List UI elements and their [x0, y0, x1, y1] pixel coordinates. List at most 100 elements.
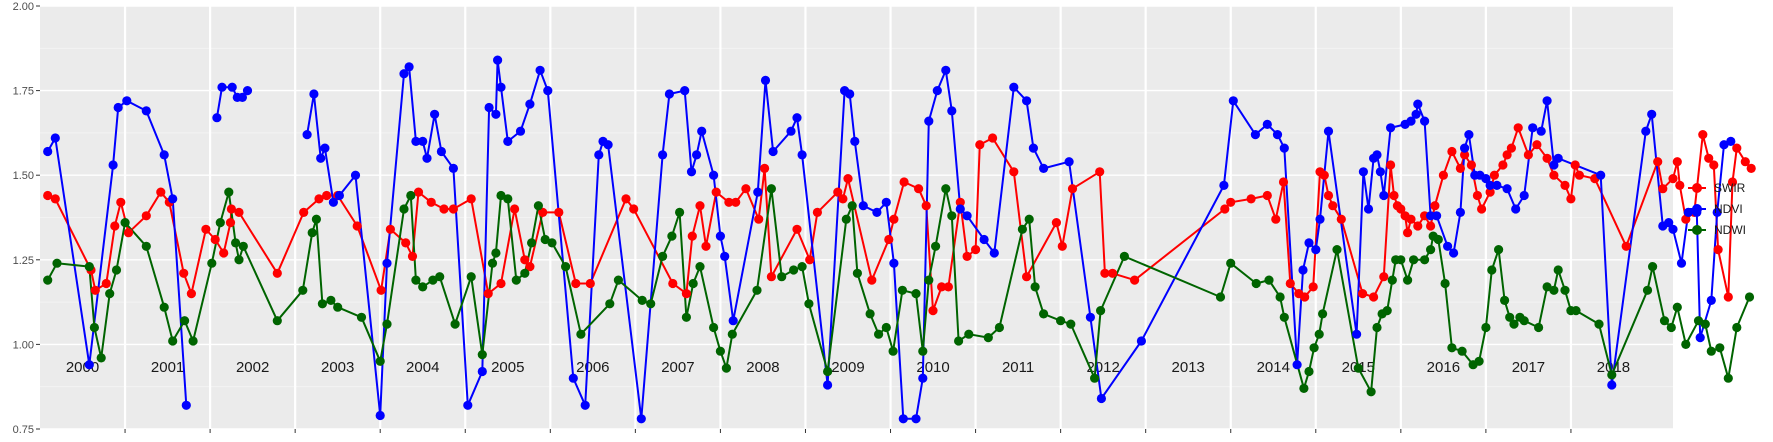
data-point — [108, 160, 118, 170]
data-point — [899, 177, 909, 187]
year-label: 2016 — [1427, 359, 1460, 376]
data-point — [1311, 245, 1321, 255]
data-point — [989, 248, 999, 258]
data-point — [141, 241, 151, 251]
data-point — [962, 251, 972, 261]
data-point — [1642, 285, 1653, 295]
data-point — [483, 289, 493, 299]
year-label: 2003 — [321, 359, 354, 376]
year-label: 2010 — [916, 359, 949, 376]
data-point — [754, 214, 764, 224]
data-point — [1607, 380, 1617, 390]
data-point — [1607, 370, 1617, 380]
data-point — [928, 306, 938, 316]
data-point — [760, 163, 770, 173]
data-point — [1502, 184, 1512, 194]
data-point — [520, 255, 530, 265]
data-point — [159, 150, 169, 160]
data-point — [983, 333, 993, 343]
data-point — [1715, 343, 1725, 353]
data-point — [1723, 292, 1733, 302]
data-point — [850, 136, 860, 146]
data-point — [207, 258, 217, 268]
data-point — [428, 275, 438, 285]
data-point — [1560, 180, 1570, 190]
data-point — [1740, 157, 1750, 167]
data-point — [988, 133, 998, 143]
data-point — [1553, 265, 1563, 275]
data-point — [272, 268, 282, 278]
data-point — [1509, 319, 1519, 329]
data-point — [101, 278, 111, 289]
data-point — [1372, 150, 1382, 160]
data-point — [1413, 221, 1423, 231]
data-point — [298, 285, 308, 295]
data-point — [1511, 204, 1521, 214]
data-point — [1732, 322, 1742, 333]
data-point — [1309, 343, 1319, 353]
data-point — [1314, 329, 1324, 339]
data-point — [1022, 96, 1032, 106]
data-point — [1403, 228, 1413, 238]
data-point — [1369, 292, 1379, 302]
data-point — [1285, 278, 1295, 289]
data-point — [299, 207, 309, 217]
data-point — [333, 302, 343, 312]
data-point — [1494, 245, 1504, 255]
data-point — [237, 92, 247, 102]
data-point — [326, 295, 336, 305]
data-point — [603, 140, 613, 150]
data-point — [1433, 234, 1443, 245]
data-point — [1672, 302, 1682, 312]
data-point — [918, 373, 928, 383]
data-point — [692, 150, 702, 160]
data-point — [105, 289, 115, 299]
data-point — [1009, 167, 1019, 177]
data-point — [1372, 322, 1382, 333]
data-point — [962, 211, 972, 221]
data-point — [435, 272, 445, 282]
data-point — [1220, 204, 1230, 214]
data-point — [1570, 160, 1580, 170]
data-point — [234, 255, 244, 265]
data-point — [52, 258, 62, 268]
data-point — [231, 238, 241, 248]
data-point — [858, 201, 868, 211]
data-point — [1500, 295, 1510, 305]
data-point — [1262, 190, 1272, 201]
data-point — [1308, 282, 1318, 292]
data-point — [1250, 130, 1260, 140]
data-point — [418, 282, 428, 292]
data-point — [1107, 268, 1118, 278]
data-point — [1466, 160, 1476, 170]
data-point — [219, 248, 229, 258]
legend-item-swir: SWIR — [1688, 181, 1746, 195]
legend: SWIR NDVI NDWI — [1688, 181, 1746, 237]
data-point — [314, 194, 324, 204]
data-point — [159, 302, 169, 312]
data-point — [680, 86, 690, 96]
data-point — [227, 82, 237, 92]
data-point — [1051, 218, 1061, 228]
data-point — [1706, 346, 1716, 356]
data-point — [695, 262, 705, 272]
data-point — [955, 204, 965, 214]
data-point — [212, 113, 222, 123]
data-point — [141, 106, 151, 116]
data-point — [116, 197, 126, 207]
data-point — [1487, 265, 1497, 275]
data-point — [1264, 275, 1274, 285]
data-point — [188, 336, 198, 346]
data-point — [406, 190, 416, 201]
data-point — [924, 116, 934, 126]
data-point — [786, 126, 796, 136]
legend-label: NDVI — [1714, 202, 1743, 216]
data-point — [845, 89, 855, 99]
data-point — [328, 197, 338, 207]
data-point — [1420, 255, 1430, 265]
data-point — [629, 204, 639, 214]
data-point — [375, 356, 385, 366]
data-point — [752, 285, 762, 295]
data-point — [889, 258, 899, 268]
data-point — [1675, 180, 1685, 190]
